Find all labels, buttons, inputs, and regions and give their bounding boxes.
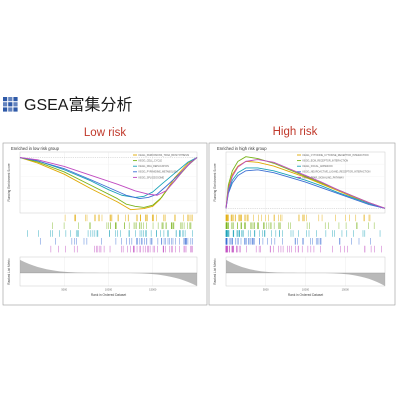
- square-cell: [13, 102, 18, 107]
- x-tick-label: 15000: [342, 288, 350, 292]
- rank-ylabel: Ranked List Metric: [213, 258, 217, 285]
- square-cell: [13, 107, 18, 112]
- es-curve: [225, 169, 386, 209]
- legend-label: KEGG_NEUROACTIVE_LIGAND_RECEPTOR_INTERAC…: [303, 171, 371, 174]
- x-axis-label: Rank in Ordered Dataset: [91, 293, 126, 297]
- x-tick-label: 5000: [263, 288, 269, 292]
- es-curve: [225, 159, 386, 209]
- legend-label: KEGG_PPAR_SIGNALING_PATHWAY: [303, 176, 345, 179]
- es-curve: [225, 167, 386, 209]
- legend-label: KEGG_ECM_RECEPTOR_INTERACTION: [303, 160, 349, 163]
- legend-label: KEGG_DNA_REPLICATION: [139, 165, 170, 168]
- label-high-risk: High risk: [273, 126, 318, 138]
- es-curve: [19, 157, 198, 200]
- x-axis-label: Rank in Ordered Dataset: [288, 293, 323, 297]
- gsea-panel-low-risk: Enriched in low risk group Running Enrich…: [2, 142, 208, 306]
- header: GSEA富集分析: [3, 96, 132, 114]
- legend-label: KEGG_FOCAL_ADHESION: [303, 165, 333, 168]
- panel-title: Enriched in high risk group: [217, 146, 267, 151]
- squares-icon: [3, 97, 18, 112]
- es-ylabel: Running Enrichment Score: [7, 163, 11, 201]
- legend-label: KEGG_SPLICEOSOME: [139, 176, 165, 179]
- square-cell: [8, 107, 13, 112]
- gsea-panel-high-risk: Enriched in high risk group Running Enric…: [208, 142, 396, 306]
- es-curve: [19, 157, 198, 211]
- legend-label: KEGG_PARKINSONS_TRNA_BIOSYNTHESIS: [139, 154, 190, 157]
- square-cell: [3, 102, 8, 107]
- square-cell: [3, 107, 8, 112]
- es-curve: [225, 160, 386, 209]
- page-title: GSEA富集分析: [24, 96, 132, 114]
- es-curve: [19, 157, 198, 196]
- square-cell: [3, 97, 8, 102]
- panel-title: Enriched in low risk group: [11, 146, 60, 151]
- legend-label: KEGG_CYTOKINE_CYTOKINE_RECEPTOR_INTERACT…: [303, 154, 369, 157]
- es-ylabel: Running Enrichment Score: [213, 163, 217, 201]
- legend-label: KEGG_CELL_CYCLE: [139, 160, 163, 163]
- x-tick-label: 10000: [105, 288, 113, 292]
- label-low-risk: Low risk: [84, 127, 126, 139]
- legend-label: KEGG_PYRIMIDINE_METABOLISM: [139, 171, 178, 174]
- square-cell: [8, 102, 13, 107]
- x-tick-label: 15000: [149, 288, 157, 292]
- x-tick-label: 5000: [61, 288, 67, 292]
- square-cell: [13, 97, 18, 102]
- square-cell: [8, 97, 13, 102]
- x-tick-label: 10000: [302, 288, 310, 292]
- rank-ylabel: Ranked List Metric: [7, 258, 11, 285]
